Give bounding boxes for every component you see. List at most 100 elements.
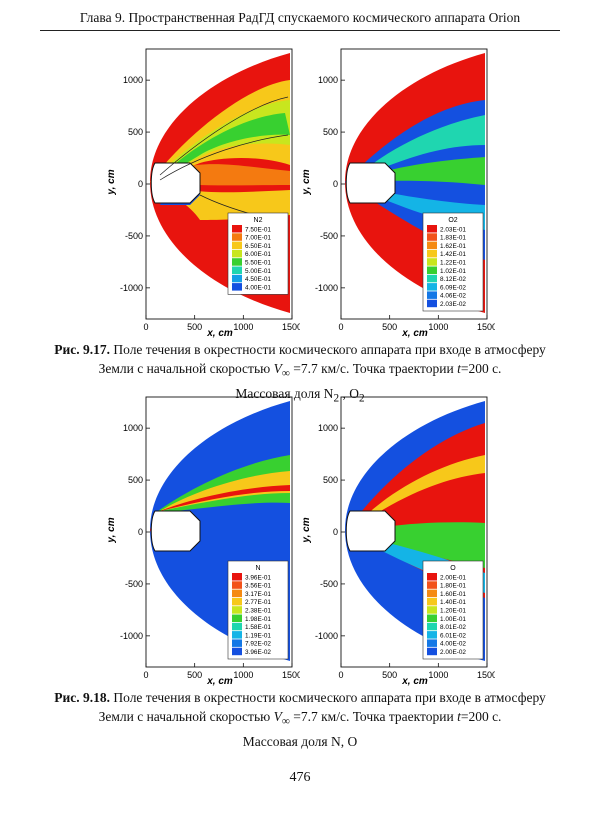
y-axis-label: y, cm [301,517,312,543]
legend-o: O 2.00E-01 1.80E-011.60E-011.40E-01 1.20E-0… [422,560,484,660]
legend-swatch [427,639,437,647]
x-tick-label: 1000 [428,322,448,332]
plot-o2: O2 2.03E-01 1.83E-011.62E-011.42E-01 1.22E-… [301,48,495,339]
y-tick-label: 1000 [123,423,143,433]
legend-value: 8.01E-02 [440,624,466,631]
caption-label: Рис. 9.17. [54,342,110,357]
field-band [160,485,290,511]
time-symbol: t [457,361,461,376]
x-tick-label: 1500 [477,322,495,332]
y-tick-label: 1000 [123,75,143,85]
y-tick-label: -1000 [120,631,143,641]
legend-value: 2.00E-01 [440,574,466,581]
legend-value: 1.98E-01 [245,616,271,623]
legend-value: 1.58E-01 [245,624,271,631]
y-tick-label: 500 [128,127,143,137]
legend-swatch [232,241,242,250]
legend-value: 4.50E-01 [245,276,271,283]
y-tick-label: -500 [320,579,338,589]
legend-value: 8.12E-02 [440,276,466,283]
legend-value: 1.62E-01 [440,243,466,250]
legend-value: 1.20E-01 [440,608,466,615]
vehicle-body [150,510,201,552]
y-tick-label: -1000 [315,631,338,641]
legend-swatch [232,225,242,233]
legend-swatch [232,274,242,283]
legend-swatch [427,274,437,283]
time-symbol: t [457,709,461,724]
y-tick-label: 500 [128,475,143,485]
legend-swatch [427,581,437,589]
y-tick-label: 1000 [318,423,338,433]
legend-title: N [255,565,260,572]
infinity-subscript: ∞ [281,715,290,728]
caption-line-2: Земли с начальной скоростью [98,361,271,376]
legend-value: 1.02E-01 [440,268,466,275]
x-tick-label: 1000 [233,670,253,680]
legend-value: 4.06E-02 [440,293,466,300]
y-tick-label: -1000 [120,283,143,293]
y-tick-label: 500 [323,127,338,137]
legend-swatch [427,573,437,581]
legend-value: 4.00E-01 [245,284,271,291]
x-tick-label: 0 [143,670,148,680]
axis-ticks: 0 500 1000 1500 1000 500 0 -500 -1000 [315,75,495,332]
caption-fig-9-18: Рис. 9.18. Поле течения в окрестности ко… [40,688,560,751]
x-tick-label: 0 [338,322,343,332]
caption-time: =200 с. [460,361,502,376]
x-tick-label: 500 [187,670,202,680]
x-tick-label: 1000 [428,670,448,680]
legend-swatch [427,647,437,656]
legend-swatch [427,233,437,241]
x-axis-label: x, cm [206,328,233,339]
legend-value: 6.01E-02 [440,632,466,639]
caption-time: =200 с. [460,709,502,724]
legend-value: 1.83E-01 [440,235,466,242]
legend-o2: O2 2.03E-01 1.83E-011.62E-011.42E-01 1.22E-… [422,212,484,312]
legend-swatch [427,597,437,606]
legend-swatch [232,573,242,581]
caption-line-1: Поле течения в окрестности космического … [113,690,546,705]
legend-value: 5.50E-01 [245,260,271,267]
x-tick-label: 0 [143,322,148,332]
legend-swatch [232,233,242,241]
legend-n2: N2 7.50E-01 7.00E-016.50E-016.00E-01 5.50E-… [227,212,289,295]
caption-speed: =7.7 км/с. Точка траектории [293,361,454,376]
legend-value: 1.80E-01 [440,583,466,590]
x-tick-label: 500 [382,322,397,332]
caption-speed: =7.7 км/с. Точка траектории [293,709,454,724]
axis-ticks: 0 500 1000 1500 1000 500 0 -500 -1000 [315,423,495,680]
plot-n: N 3.96E-01 3.56E-013.17E-012.77E-01 2.38E-0… [106,396,300,687]
legend-swatch [427,266,437,274]
legend-swatch [232,647,242,656]
legend-value: 6.00E-01 [245,251,271,258]
legend-swatch [427,241,437,250]
x-tick-label: 500 [382,670,397,680]
legend-swatch [232,581,242,589]
field-contour [159,134,289,181]
legend-value: 7.50E-01 [245,226,271,233]
legend-swatch [232,614,242,622]
legend-swatch [232,249,242,258]
y-tick-label: 0 [138,179,143,189]
x-axis-label: x, cm [401,328,428,339]
legend-swatch [232,622,242,631]
x-tick-label: 1500 [282,670,300,680]
legend-swatch [427,249,437,258]
legend-title: O2 [448,217,457,224]
caption-line-1: Поле течения в окрестности космического … [113,342,546,357]
velocity-symbol: V [273,361,282,376]
y-axis-label: y, cm [106,169,117,195]
vehicle-body [150,162,201,204]
y-tick-label: -500 [125,231,143,241]
infinity-subscript: ∞ [281,367,290,380]
y-tick-label: 0 [333,527,338,537]
field-band [155,113,290,182]
caption-label: Рис. 9.18. [54,690,110,705]
legend-value: 5.00E-01 [245,268,271,275]
x-tick-label: 1500 [477,670,495,680]
legend-value: 7.92E-02 [245,641,271,648]
field-band [351,455,485,530]
plot-o: O 2.00E-01 1.80E-011.60E-011.40E-01 1.20E-0… [301,396,495,687]
legend-swatch [427,291,437,299]
